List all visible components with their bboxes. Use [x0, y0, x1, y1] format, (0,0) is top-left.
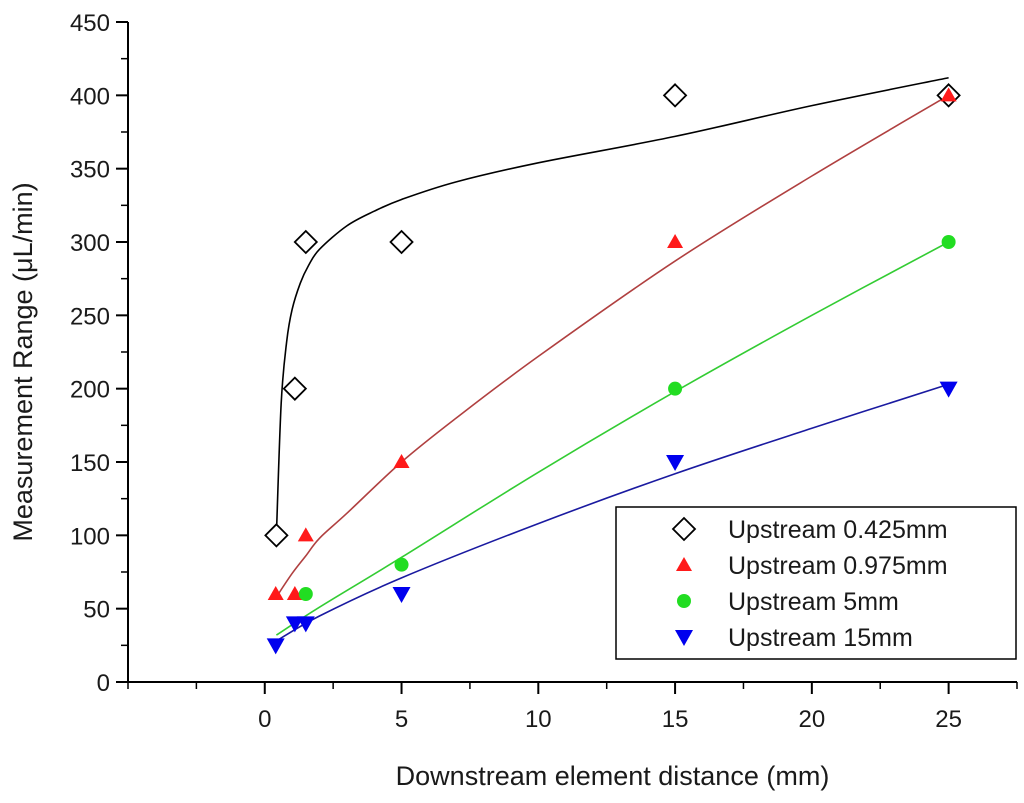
data-point	[389, 229, 414, 255]
legend-marker	[677, 594, 691, 608]
x-tick-label: 20	[798, 706, 825, 733]
fit-line	[275, 76, 949, 536]
data-point	[668, 381, 683, 396]
legend-marker	[671, 516, 697, 542]
legend-marker	[676, 557, 692, 571]
data-points	[264, 83, 961, 655]
fit-lines	[275, 76, 950, 642]
data-point	[941, 235, 956, 249]
data-point	[298, 587, 313, 601]
data-point	[394, 557, 409, 572]
data-point	[666, 455, 685, 471]
y-tick-label: 100	[70, 523, 110, 550]
x-tick-label: 10	[525, 706, 552, 733]
y-tick-label: 200	[70, 377, 110, 404]
data-point	[662, 83, 688, 108]
y-tick-label: 300	[70, 230, 110, 257]
data-point	[282, 376, 308, 401]
x-axis-title: Downstream element distance (mm)	[396, 761, 830, 791]
y-tick-label: 150	[70, 450, 110, 477]
data-point	[667, 234, 684, 248]
data-point	[264, 523, 289, 548]
data-point	[940, 87, 957, 102]
fit-line	[275, 383, 949, 642]
legend-marker	[675, 630, 693, 646]
legend-label: Upstream 0.425mm	[728, 516, 948, 544]
y-tick-label: 400	[70, 83, 110, 110]
y-axis-title: Measurement Range (μL/min)	[8, 182, 38, 541]
legend-label: Upstream 5mm	[728, 588, 899, 616]
x-tick-label: 5	[395, 706, 408, 733]
data-point	[267, 586, 284, 600]
legend-label: Upstream 15mm	[728, 624, 913, 652]
x-tick-label: 25	[935, 706, 962, 733]
data-point	[392, 587, 411, 603]
y-tick-label: 250	[70, 303, 110, 330]
y-tick-label: 0	[97, 670, 110, 697]
x-tick-label: 0	[258, 706, 271, 733]
legend-label: Upstream 0.975mm	[728, 552, 948, 580]
data-point	[393, 454, 410, 468]
data-point	[296, 616, 315, 633]
y-tick-label: 450	[70, 10, 110, 37]
data-point	[286, 586, 303, 600]
legend: Upstream 0.425mm Upstream 0.975mm Upstream…	[615, 506, 1017, 660]
data-point	[939, 381, 958, 398]
y-tick-label: 50	[83, 597, 110, 624]
data-point	[297, 527, 314, 542]
data-point	[293, 229, 319, 255]
x-tick-label: 15	[662, 706, 689, 733]
y-tick-label: 350	[70, 157, 110, 184]
data-point	[266, 638, 285, 655]
fit-line	[275, 94, 950, 598]
fit-line	[275, 241, 949, 636]
